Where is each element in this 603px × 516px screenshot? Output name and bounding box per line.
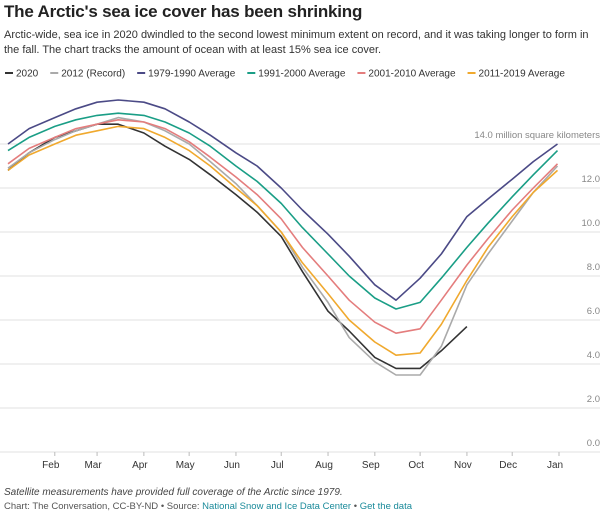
- separator: •: [160, 501, 165, 512]
- y-tick-label: 8.0: [587, 262, 600, 273]
- credit: Chart: The Conversation, CC-BY-ND • Sour…: [4, 501, 412, 512]
- credit-text: Chart: The Conversation, CC-BY-ND: [4, 501, 159, 512]
- chart-title: The Arctic's sea ice cover has been shri…: [4, 2, 363, 21]
- x-tick-label: Sep: [362, 460, 380, 471]
- x-tick-label: Jun: [224, 460, 240, 471]
- y-tick-label: 0.0: [587, 438, 600, 449]
- x-tick-label: Aug: [315, 460, 333, 471]
- y-tick-label: 12.0: [582, 174, 601, 185]
- legend-label: 1991-2000 Average: [258, 69, 346, 80]
- series-line: [7, 119, 559, 334]
- series-line: [7, 99, 558, 301]
- y-tick-label: 6.0: [587, 306, 600, 317]
- chart-subtitle: Arctic-wide, sea ice in 2020 dwindled to…: [4, 29, 589, 56]
- y-tick-label: 14.0 million square kilometers: [474, 130, 600, 141]
- x-tick-label: Feb: [42, 460, 60, 471]
- separator: •: [353, 501, 358, 512]
- credit-text: Source:: [166, 501, 200, 512]
- series-line: [7, 125, 559, 356]
- note: Satellite measurements have provided ful…: [4, 487, 343, 498]
- legend-label: 2012 (Record): [61, 69, 125, 80]
- x-tick-label: Mar: [84, 460, 102, 471]
- y-tick-label: 10.0: [582, 218, 601, 229]
- series-line: [7, 123, 468, 370]
- x-tick-label: Jul: [271, 460, 284, 471]
- x-tick-label: Dec: [499, 460, 517, 471]
- series-line: [7, 116, 559, 376]
- legend-label: 2020: [16, 69, 39, 80]
- data-link[interactable]: Get the data: [359, 501, 412, 512]
- legend-label: 2011-2019 Average: [479, 69, 566, 80]
- legend-label: 1979-1990 Average: [148, 69, 236, 80]
- x-tick-label: Jan: [547, 460, 563, 471]
- source-link[interactable]: National Snow and Ice Data Center: [202, 501, 352, 512]
- x-tick-label: Apr: [132, 460, 148, 471]
- legend-label: 2001-2010 Average: [368, 69, 456, 80]
- y-tick-label: 2.0: [587, 394, 600, 405]
- x-tick-label: May: [176, 460, 195, 471]
- x-tick-label: Nov: [454, 460, 472, 471]
- chart: 0.0 2.0 4.0 6.0 8.0 10.0 12.0 14.0 million squa…: [0, 69, 601, 471]
- x-tick-label: Oct: [408, 460, 424, 471]
- series-line: [7, 112, 559, 310]
- y-tick-label: 4.0: [587, 350, 600, 361]
